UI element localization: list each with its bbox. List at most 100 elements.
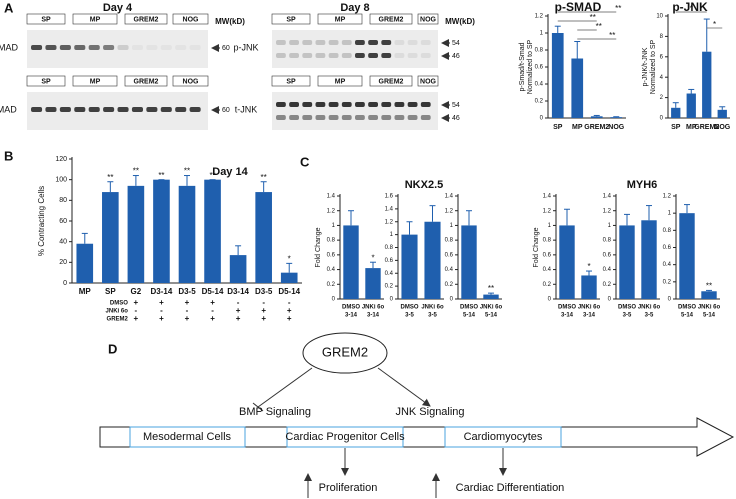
inhibit-bar — [252, 402, 264, 412]
blot-band — [276, 40, 286, 45]
treatment-mark: + — [210, 298, 215, 307]
y-tick-label: 0.4 — [543, 267, 552, 273]
x-tick-label: D5-14 — [202, 287, 224, 296]
y-tick-label: 1.4 — [445, 194, 454, 200]
y-tick-label: 0.2 — [535, 99, 544, 105]
x-tick-label: GREM2 — [694, 124, 719, 131]
significance: * — [587, 262, 590, 271]
y-axis-label: Normalized to SP — [527, 39, 534, 94]
y-tick-label: 1 — [332, 223, 336, 229]
blot-band — [74, 107, 86, 112]
blot-band — [381, 115, 392, 120]
blot-band — [407, 53, 418, 58]
x-tick-label: 3-14 — [367, 313, 380, 319]
treatment-label: DMSO — [110, 301, 128, 307]
y-axis-label: p-JNK/t-JNK — [642, 47, 649, 86]
blot-band — [381, 40, 392, 45]
x-tick-label: DMSO — [401, 305, 419, 311]
lane-label: MP — [335, 16, 346, 23]
bar — [401, 234, 418, 299]
blot-band — [420, 102, 431, 107]
blot-image — [27, 30, 208, 68]
blot-band — [276, 102, 286, 107]
x-tick-label: JNKi 6o — [421, 305, 444, 311]
blot-band — [117, 45, 129, 50]
bar — [590, 116, 603, 118]
stage-box — [129, 426, 246, 448]
blot-label: t-JNK — [235, 104, 258, 114]
outcome-label: Proliferation — [319, 482, 378, 494]
blot-band — [189, 107, 201, 112]
significance: ** — [488, 284, 494, 293]
blot-band — [368, 40, 378, 45]
significance: ** — [590, 13, 596, 22]
x-tick-label: DMSO — [558, 305, 576, 311]
significance: * — [288, 254, 291, 263]
x-tick-label: D3-14 — [151, 287, 173, 296]
y-tick-label: 1.2 — [445, 208, 454, 214]
x-tick-label: 5-14 — [703, 313, 716, 319]
y-axis-label: Fold Change — [533, 227, 540, 267]
lane-label: MP — [90, 16, 101, 23]
y-axis-label: Normalized to SP — [650, 39, 657, 94]
y-tick-label: 0.2 — [663, 279, 672, 285]
y-tick-label: 1.2 — [535, 14, 544, 20]
y-tick-label: 0.6 — [445, 252, 454, 258]
blot-title: Day 4 — [103, 2, 133, 14]
blot-band — [407, 115, 418, 120]
x-tick-label: 3-14 — [345, 313, 358, 319]
y-tick-label: 0.4 — [385, 271, 394, 277]
x-tick-label: NOG — [608, 124, 625, 131]
blot-band — [341, 53, 352, 58]
y-axis-label: p-Smad/t-Smad — [519, 42, 526, 91]
x-tick-label: 3-5 — [405, 313, 414, 319]
x-tick-label: MP — [572, 124, 583, 131]
y-tick-label: 1.2 — [663, 194, 672, 200]
y-tick-label: 0 — [668, 297, 672, 303]
bar — [679, 213, 695, 299]
x-tick-label: D3-14 — [227, 287, 249, 296]
significance: ** — [184, 167, 190, 176]
bar — [178, 185, 196, 283]
y-tick-label: 0.2 — [327, 282, 336, 288]
x-tick-label: JNKi 6o — [638, 305, 661, 311]
blot-label: p-JNK — [233, 42, 258, 52]
blot-band — [368, 115, 378, 120]
y-tick-label: 0.6 — [385, 258, 394, 264]
blot-band — [394, 53, 405, 58]
stage-label: Cardiac Progenitor Cells — [285, 431, 405, 443]
lane-box — [72, 13, 118, 25]
y-tick-label: 1.6 — [385, 194, 394, 200]
x-tick-label: MP — [686, 124, 697, 131]
lane-label: GREM2 — [379, 78, 404, 85]
blot-band — [59, 45, 71, 50]
y-tick-label: 1.4 — [385, 206, 394, 212]
bar — [702, 51, 712, 119]
y-tick-label: 0.4 — [327, 267, 336, 273]
lane-label: GREM2 — [134, 16, 159, 23]
blot-band — [407, 102, 418, 107]
lane-box — [72, 75, 118, 87]
blot-band — [302, 102, 313, 107]
bar — [76, 243, 94, 283]
y-tick-label: 80 — [59, 197, 67, 204]
bar — [551, 33, 564, 118]
panel-letter: A — [4, 0, 14, 15]
y-tick-label: 6 — [660, 54, 664, 60]
blot-band — [368, 102, 378, 107]
mw-label: 46 — [452, 115, 460, 122]
bar — [671, 107, 681, 118]
bar — [255, 192, 272, 283]
blot-band — [31, 45, 43, 50]
y-tick-label: 0.2 — [543, 282, 552, 288]
lane-box — [317, 75, 363, 87]
x-tick-label: JNKi 6o — [578, 305, 601, 311]
y-tick-label: 1 — [390, 232, 394, 238]
bar — [102, 192, 119, 283]
blot-band — [368, 53, 378, 58]
blot-band — [328, 40, 339, 45]
y-tick-label: 0.8 — [385, 245, 394, 251]
blot-image — [272, 30, 438, 68]
blot-band — [315, 40, 326, 45]
